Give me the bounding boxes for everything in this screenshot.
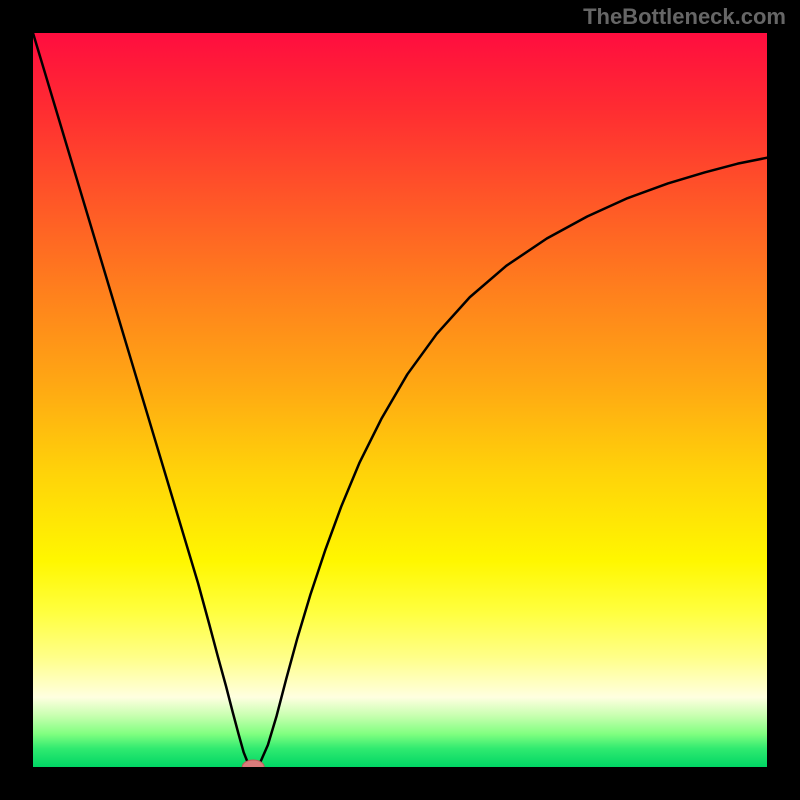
plot-area: [33, 33, 767, 767]
plot-svg: [33, 33, 767, 767]
watermark-text: TheBottleneck.com: [583, 4, 786, 30]
chart-canvas: TheBottleneck.com: [0, 0, 800, 800]
